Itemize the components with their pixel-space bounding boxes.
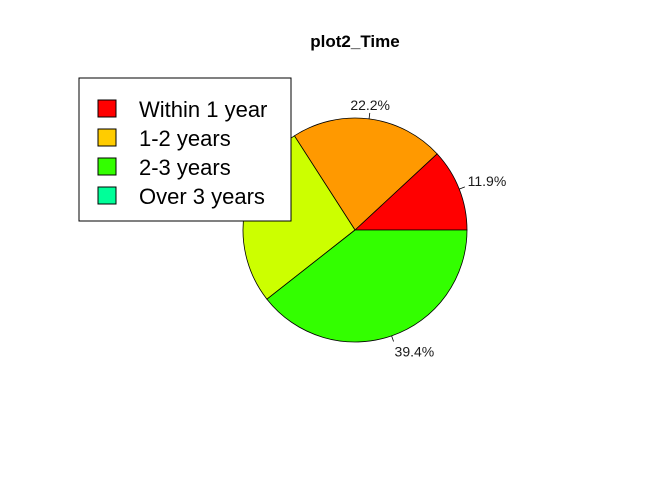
chart-title: plot2_Time <box>310 32 399 51</box>
legend-label: 2-3 years <box>139 155 231 180</box>
pie-label-tick <box>391 335 394 342</box>
legend: Within 1 year 1-2 years 2-3 years Over 3 ye… <box>78 77 292 222</box>
pie-label-tick <box>368 112 371 119</box>
legend-label: 1-2 years <box>139 126 231 151</box>
pie-label-tick <box>459 186 465 190</box>
legend-swatch <box>97 99 117 118</box>
pie-percent-label: 11.9% <box>468 173 507 189</box>
legend-label: Over 3 years <box>139 184 265 209</box>
pie-slice-over-3-years <box>266 229 468 343</box>
pie-percent-label: 22.2% <box>350 97 390 113</box>
legend-swatch <box>97 128 117 147</box>
pie-slice-1-2-years <box>293 117 438 231</box>
pie-percent-label: 39.4% <box>395 343 435 359</box>
pie-labels: 11.9% 22.2% 39.4% <box>350 97 506 359</box>
legend-label: Within 1 year <box>139 97 267 122</box>
legend-swatch <box>97 157 117 176</box>
legend-swatch <box>97 186 117 205</box>
